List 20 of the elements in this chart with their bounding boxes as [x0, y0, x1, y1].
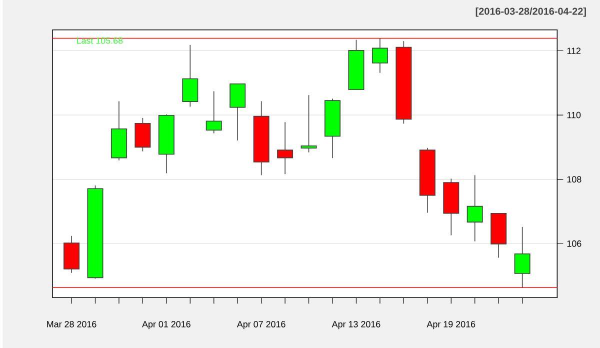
candlestick — [372, 38, 388, 74]
candlestick — [206, 90, 222, 134]
x-tick-label: Mar 28 2016 — [47, 320, 96, 328]
y-tick-label: 110 — [567, 112, 581, 118]
candlestick — [300, 94, 317, 153]
candlestick — [182, 44, 198, 107]
candlestick — [466, 174, 483, 242]
candlestick — [230, 83, 246, 141]
y-tick-label: 106 — [567, 240, 582, 247]
x-tick-label: Apr 01 2016 — [142, 320, 190, 329]
candlestick — [514, 226, 530, 288]
y-tick-label: 112 — [567, 47, 581, 54]
x-tick-label: Apr 19 2016 — [426, 320, 476, 329]
chart-subtitle: [2016-03-28/2016-04-22] — [476, 7, 586, 17]
x-tick-label: Apr 07 2016 — [236, 320, 286, 329]
y-tick-label: 108 — [567, 176, 582, 182]
candlestick — [277, 122, 294, 174]
annotation: Last 105.68 — [76, 37, 123, 44]
candlestick — [134, 117, 151, 152]
x-tick-label: Apr 13 2016 — [332, 320, 380, 329]
